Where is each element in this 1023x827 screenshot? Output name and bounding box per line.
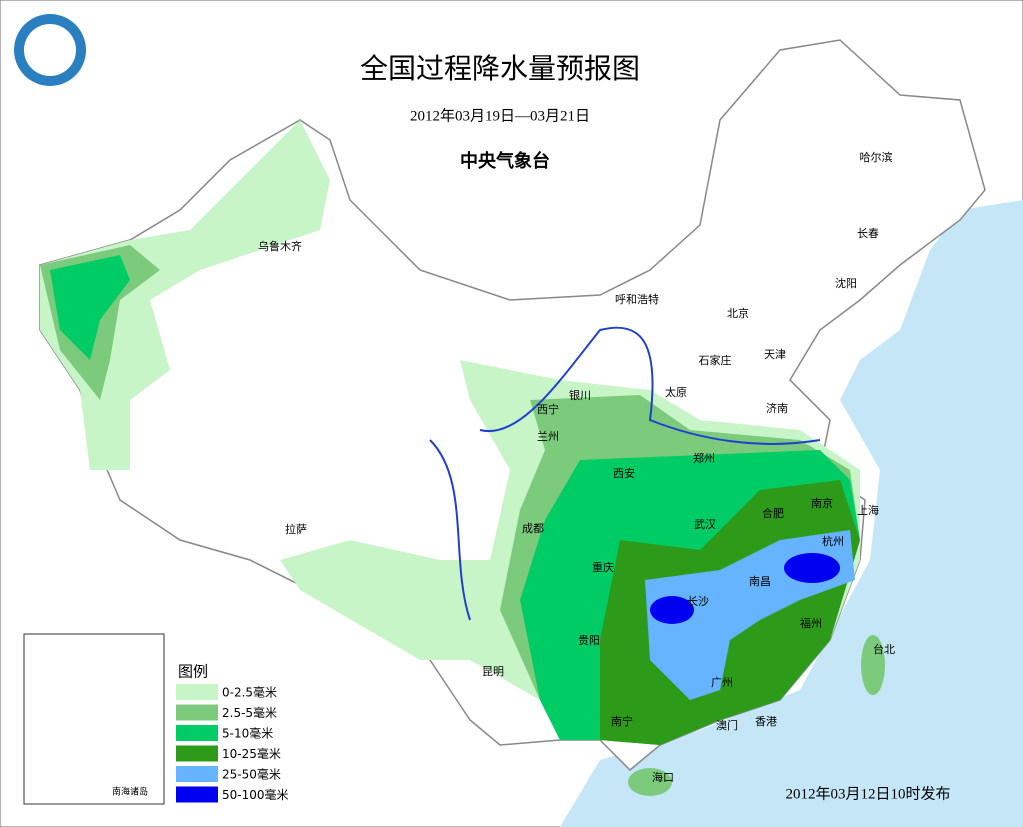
zone-light [40,120,330,470]
hainan [628,768,672,796]
city-label: 台北 [873,642,895,656]
city-label: 重庆 [592,560,614,574]
legend-label: 25-50毫米 [222,767,281,782]
city-label: 拉萨 [285,522,307,536]
city-label: 上海 [857,503,879,517]
city-label: 太原 [665,386,687,399]
legend-swatch [176,766,218,782]
river [429,326,821,621]
zone-wet [50,255,130,360]
legend-title: 图例 [178,663,208,681]
legend-label: 5-10毫米 [222,726,273,741]
city-label: 济南 [766,401,788,415]
city-label: 南京 [811,496,833,510]
legend: 图例 0-2.5毫米 2.5-5毫米 5-10毫米 10-25毫米 25-50毫米 50-1… [176,663,289,803]
taiwan [861,635,885,695]
title: 全国过程降水量预报图 [360,52,640,85]
city-label: 郑州 [693,451,715,465]
city-label: 长沙 [687,595,709,608]
legend-label: 0-2.5毫米 [222,685,277,700]
city-label: 乌鲁木齐 [258,239,302,253]
city-label: 长春 [857,227,879,240]
release-time: 2012年03月12日10时发布 [785,785,950,802]
city-label: 合肥 [762,506,784,520]
city-label: 南宁 [611,714,633,728]
city-label: 沈阳 [835,276,857,290]
legend-swatch [176,704,218,721]
city-label: 西安 [613,466,635,480]
inset-label: 南海诸岛 [112,786,148,798]
city-label: 福州 [800,616,822,630]
legend-swatch [176,725,218,741]
city-label: 北京 [727,306,749,320]
legend-label: 50-100毫米 [222,787,289,802]
city-label: 石家庄 [699,353,732,367]
city-label: 香港 [755,715,777,728]
city-label: 银川 [569,388,591,402]
zone-extreme [650,596,694,624]
legend-swatch [176,745,218,762]
legend-label: 2.5-5毫米 [222,705,277,720]
city-label: 哈尔滨 [860,150,893,164]
agency: 中央气象台 [460,150,550,172]
legend-label: 10-25毫米 [222,746,281,761]
legend-swatch [176,684,218,700]
city-label: 天津 [764,348,786,361]
city-label: 西宁 [537,402,559,416]
city-label: 海口 [652,770,674,784]
logo-inner [24,24,76,76]
city-label: 广州 [711,676,733,689]
city-label: 澳门 [716,718,738,732]
zone-extreme [784,553,840,583]
city-label: 呼和浩特 [615,292,659,306]
city-label: 杭州 [822,534,844,548]
city-label: 兰州 [537,430,559,443]
inset-frame [23,633,165,805]
date-range: 2012年03月19日—03月21日 [410,107,590,124]
city-label: 成都 [522,522,544,535]
sea [560,200,1023,827]
legend-swatch [176,786,218,803]
city-label: 昆明 [482,665,504,678]
city-label: 南昌 [749,575,771,588]
city-label: 贵阳 [578,634,600,647]
city-label: 武汉 [694,518,716,531]
